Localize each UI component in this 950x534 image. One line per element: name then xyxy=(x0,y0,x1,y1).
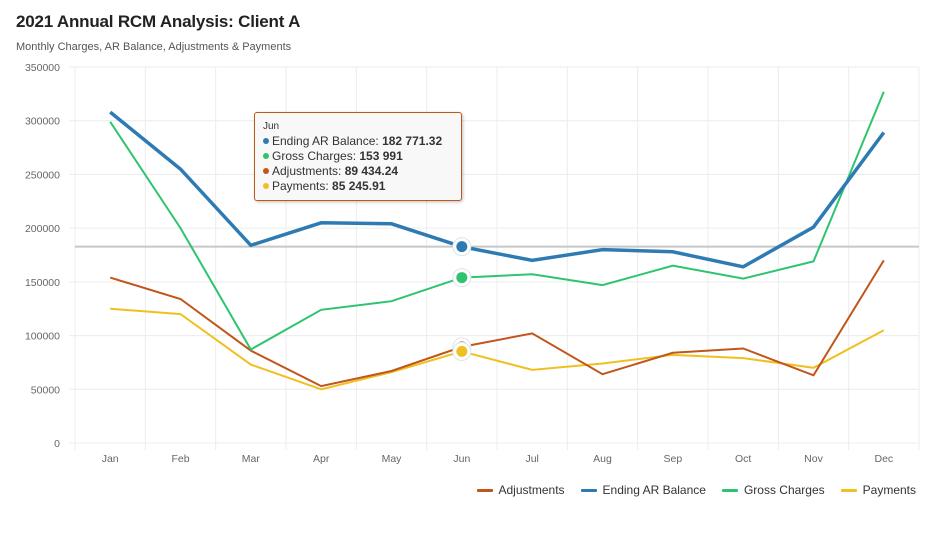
x-axis: Jan Feb Mar Apr May Jun Jul Aug Sep Oct Nov Dec xyxy=(102,453,893,465)
legend-item-ending-ar-balance[interactable]: Ending AR Balance xyxy=(580,483,706,497)
x-tick-label: Sep xyxy=(663,453,682,465)
tooltip-row-payments: Payments: 85 245.91 xyxy=(263,179,453,194)
tooltip-label: Gross Charges: xyxy=(272,149,360,163)
marker-point-payments xyxy=(456,345,468,357)
tooltip: Jun Ending AR Balance: 182 771.32 Gross … xyxy=(254,112,462,201)
tooltip-value: 85 245.91 xyxy=(332,179,386,193)
tooltip-value: 182 771.32 xyxy=(382,134,443,148)
x-tick-label: Oct xyxy=(735,453,751,465)
x-tick-label: Jul xyxy=(525,453,538,465)
ending-ar-swatch-icon xyxy=(580,488,597,492)
payments-swatch-icon xyxy=(840,488,857,492)
ending-ar-dot-icon xyxy=(263,138,269,144)
x-tick-label: Aug xyxy=(593,453,612,465)
highlight-markers xyxy=(452,237,472,361)
payments-dot-icon xyxy=(263,183,269,189)
gross-charges-dot-icon xyxy=(263,153,269,159)
legend-item-gross-charges[interactable]: Gross Charges xyxy=(721,483,825,497)
series-line-payments xyxy=(110,307,885,391)
x-tick-label: Jan xyxy=(102,453,119,465)
tooltip-category: Jun xyxy=(263,121,280,132)
x-tick-label: May xyxy=(382,453,403,465)
tooltip-value: 153 991 xyxy=(359,149,403,163)
legend-item-adjustments[interactable]: Adjustments xyxy=(476,483,565,497)
legend-label: Payments xyxy=(862,483,916,497)
y-tick-label: 0 xyxy=(54,438,60,450)
y-tick-label: 350000 xyxy=(25,62,60,74)
marker-point-ending-ar-balance xyxy=(456,241,468,253)
chart-title: 2021 Annual RCM Analysis: Client A xyxy=(16,12,301,31)
y-tick-label: 250000 xyxy=(25,169,60,181)
gross-charges-swatch-icon xyxy=(721,488,738,492)
x-tick-label: Nov xyxy=(804,453,823,465)
legend-label: Adjustments xyxy=(498,483,565,497)
y-axis: 0 50000 100000 150000 200000 250000 300000 3500… xyxy=(25,62,60,450)
series-lines xyxy=(109,91,886,391)
legend-label: Gross Charges xyxy=(743,483,825,497)
y-tick-label: 100000 xyxy=(25,331,60,343)
tooltip-value: 89 434.24 xyxy=(344,164,399,178)
tooltip-row-gross-charges: Gross Charges: 153 991 xyxy=(263,149,453,164)
adjustments-dot-icon xyxy=(263,168,269,174)
series-line-adjustments xyxy=(109,259,885,388)
legend: Adjustments Ending AR Balance Gross Char… xyxy=(476,483,916,497)
y-tick-label: 50000 xyxy=(31,384,60,396)
chart-subtitle: Monthly Charges, AR Balance, Adjustments… xyxy=(16,41,292,53)
series-line-gross-charges xyxy=(109,91,885,351)
y-tick-label: 200000 xyxy=(25,223,60,235)
y-tick-label: 300000 xyxy=(25,116,60,128)
tooltip-label: Adjustments: xyxy=(272,164,345,178)
x-tick-label: Mar xyxy=(242,453,261,465)
tooltip-label: Ending AR Balance: xyxy=(272,134,383,148)
legend-item-payments[interactable]: Payments xyxy=(840,483,916,497)
y-tick-label: 150000 xyxy=(25,277,60,289)
x-tick-label: Apr xyxy=(313,453,330,465)
x-tick-label: Jun xyxy=(453,453,470,465)
legend-label: Ending AR Balance xyxy=(602,483,706,497)
x-tick-label: Dec xyxy=(874,453,893,465)
marker-point-gross-charges xyxy=(456,272,468,284)
adjustments-swatch-icon xyxy=(476,488,493,492)
tooltip-row-adjustments: Adjustments: 89 434.24 xyxy=(263,164,453,179)
tooltip-row-ending-ar: Ending AR Balance: 182 771.32 xyxy=(263,134,453,149)
tooltip-label: Payments: xyxy=(272,179,333,193)
series-line-ending-ar-balance xyxy=(109,110,886,269)
grid xyxy=(69,66,920,450)
line-chart: 0 50000 100000 150000 200000 250000 300000 3500… xyxy=(25,62,920,465)
x-tick-label: Feb xyxy=(171,453,189,465)
